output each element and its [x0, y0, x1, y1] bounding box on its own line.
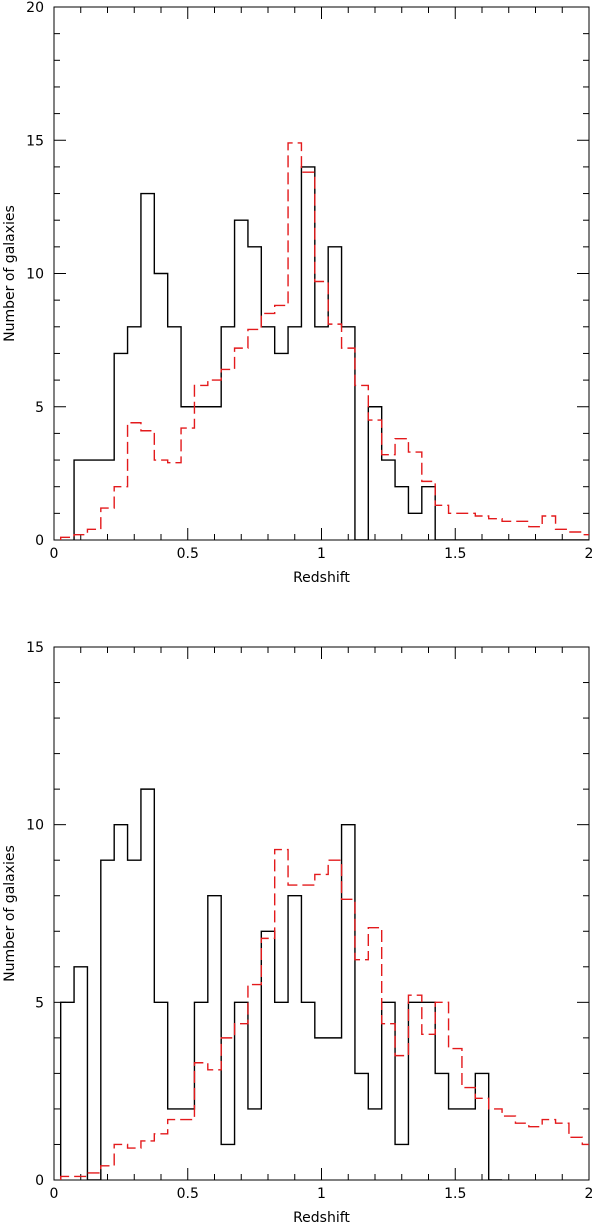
plot-frame	[53, 646, 590, 1181]
x-tick-label: 2	[585, 1186, 594, 1202]
x-tick-label: 0	[50, 546, 59, 562]
y-axis-label: Number of galaxies	[2, 205, 18, 342]
x-tick-label: 2	[585, 546, 594, 562]
y-tick-label: 5	[35, 400, 44, 416]
y-tick-label: 5	[35, 995, 44, 1011]
x-tick-label: 1.5	[444, 546, 466, 562]
y-tick-label: 10	[26, 267, 44, 283]
y-tick-label: 10	[26, 818, 44, 834]
y-tick-label: 20	[26, 0, 44, 16]
solid-histogram-series	[73, 166, 589, 540]
solid-histogram-series	[59, 788, 503, 1180]
x-tick-label: 0	[50, 1186, 59, 1202]
x-tick-label: 1	[317, 546, 326, 562]
y-tick-label: 0	[35, 533, 44, 549]
dashed-histogram-series	[59, 142, 589, 540]
x-tick-label: 1	[317, 1186, 326, 1202]
x-axis-label: Redshift	[293, 1210, 350, 1222]
bottom-histogram-panel: 0 0.5 1 1.5 2 0 5 10 15 Redshift Number of galaxie…	[2, 640, 594, 1222]
dashed-histogram-series	[59, 848, 589, 1180]
y-tick-label: 0	[35, 1173, 44, 1189]
y-axis-label: Number of galaxies	[2, 845, 18, 982]
plot-frame	[53, 6, 590, 541]
x-tick-label: 0.5	[177, 546, 199, 562]
x-tick-label: 0.5	[177, 1186, 199, 1202]
y-tick-label: 15	[26, 133, 44, 149]
y-tick-label: 15	[26, 640, 44, 656]
x-tick-label: 1.5	[444, 1186, 466, 1202]
x-axis-label: Redshift	[293, 570, 350, 586]
